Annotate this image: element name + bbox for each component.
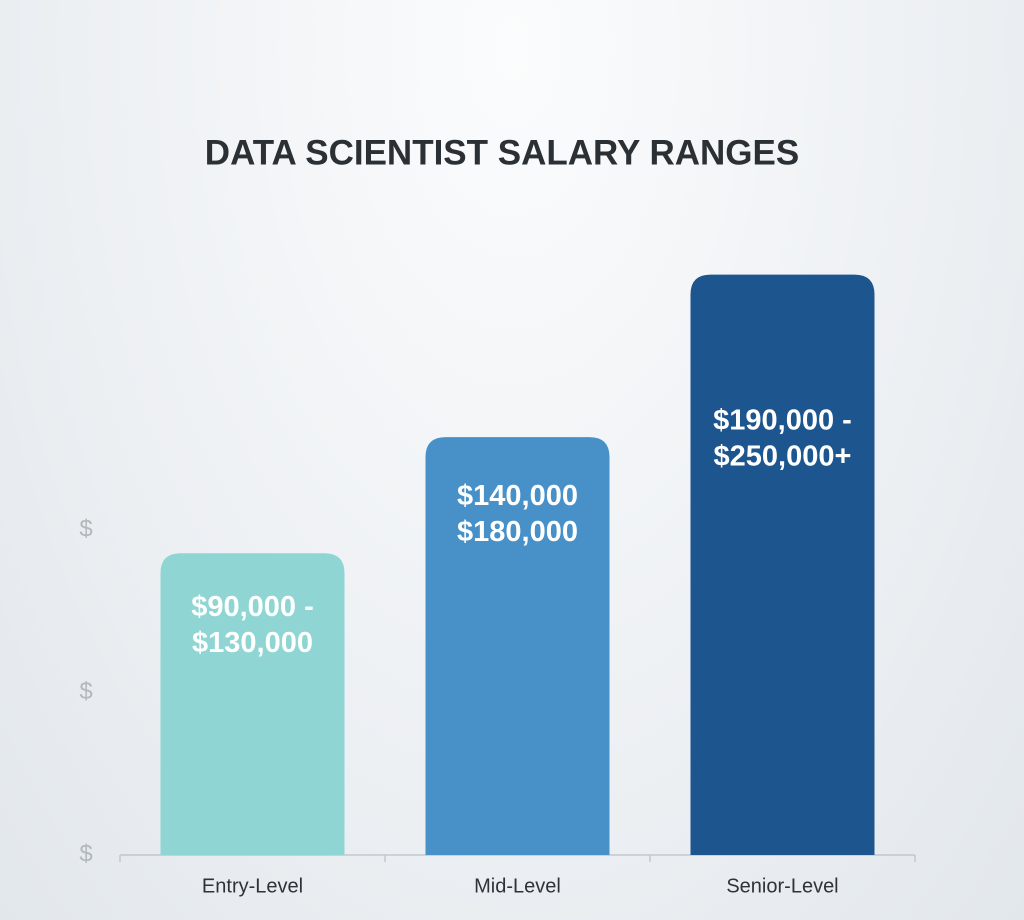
chart-title: DATA SCIENTIST SALARY RANGES: [205, 133, 799, 172]
x-tick-label: Senior-Level: [726, 875, 838, 897]
x-tick-label: Mid-Level: [474, 875, 561, 897]
bar: [690, 274, 875, 856]
x-tick-label: Entry-Level: [202, 875, 303, 897]
y-tick-label: $: [79, 840, 92, 867]
bar: [425, 437, 610, 855]
value-label: $190,000 -: [713, 404, 852, 436]
y-tick-label: $: [79, 678, 92, 705]
y-tick-label: $: [79, 515, 92, 542]
value-label: $250,000+: [714, 440, 852, 472]
bar: [160, 553, 345, 855]
value-label: $140,000: [457, 480, 578, 512]
value-label: $90,000 -: [191, 591, 314, 623]
value-label: $180,000: [457, 516, 578, 548]
value-label: $130,000: [192, 627, 313, 659]
